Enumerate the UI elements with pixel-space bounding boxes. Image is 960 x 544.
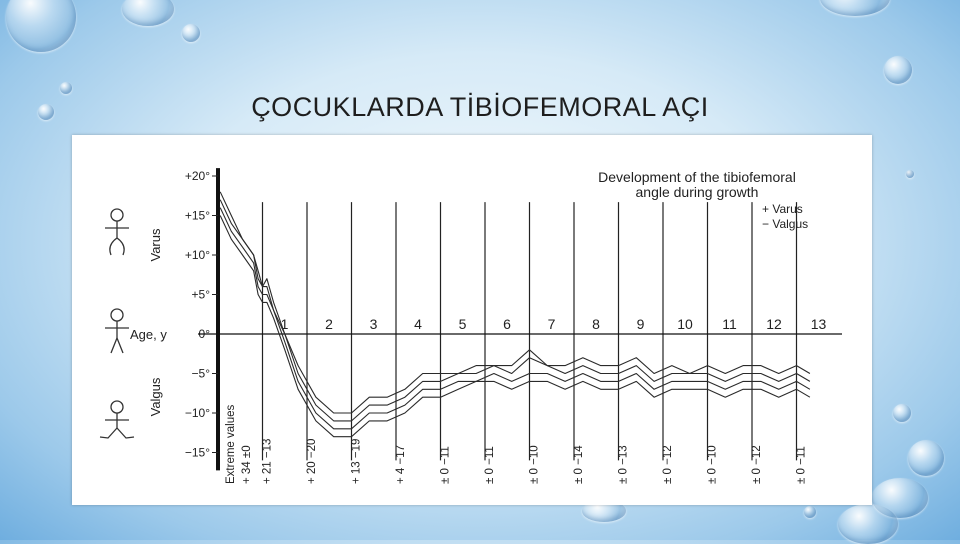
extreme-value-label: ± 0 −10 — [707, 445, 719, 484]
water-drop-decoration — [38, 104, 54, 120]
extreme-value-label: + 21 −13 — [262, 439, 274, 484]
age-label: 8 — [592, 316, 600, 332]
varus-legs-figure-icon — [105, 208, 129, 256]
y-tick-label: −10° — [185, 406, 210, 420]
age-label: 10 — [677, 316, 693, 332]
age-label: 11 — [722, 316, 737, 332]
legend-varus: + Varus — [762, 202, 803, 216]
age-label: 5 — [459, 316, 467, 332]
extreme-value-label: ± 0 −10 — [529, 445, 541, 484]
water-drop-decoration — [182, 24, 200, 42]
chart-title-line: angle during growth — [636, 184, 759, 200]
extreme-value-label: ± 0 −11 — [796, 446, 808, 484]
y-tick-label: +15° — [185, 209, 210, 223]
water-drop-decoration — [820, 0, 890, 16]
extreme-value-label: ± 0 −11 — [440, 446, 452, 484]
age-label: 9 — [637, 316, 645, 332]
water-drop-decoration — [906, 170, 914, 178]
water-drop-decoration — [838, 504, 898, 544]
water-drop-decoration — [60, 82, 72, 94]
age-label: 6 — [503, 316, 511, 332]
extreme-value-label: ± 0 −11 — [484, 446, 496, 484]
age-label: 2 — [325, 316, 333, 332]
water-drop-decoration — [6, 0, 76, 52]
y-tick-label: −15° — [185, 446, 210, 460]
tibiofemoral-angle-chart: +20°+15°+10°+5°0°−5°−10°−15°1 2 3 4 5 6 7 8 9 10 1… — [99, 168, 842, 484]
extreme-value-label: ± 0 −12 — [751, 445, 763, 484]
extreme-value-label: + 34 ±0 — [241, 445, 253, 484]
water-drop-decoration — [122, 0, 174, 26]
varus-axis-label: Varus — [148, 228, 163, 261]
water-drop-decoration — [893, 404, 911, 422]
chart-title-line: Development of the tibiofemoral — [598, 169, 796, 185]
y-tick-label: +5° — [192, 288, 211, 302]
extreme-values-label: Extreme values — [225, 404, 237, 484]
valgus-axis-label: Valgus — [148, 377, 163, 416]
legend-valgus: − Valgus — [762, 217, 808, 231]
water-drop-decoration — [884, 56, 912, 84]
age-label: 3 — [370, 316, 378, 332]
series-line — [219, 199, 811, 414]
age-label: 1 — [281, 316, 289, 332]
extreme-value-label: + 20 −20 — [306, 439, 318, 484]
slide-title: ÇOCUKLARDA TİBİOFEMORAL AÇI — [251, 92, 709, 122]
y-tick-label: +20° — [185, 169, 210, 183]
age-label: 7 — [548, 316, 556, 332]
age-axis-label: Age, y — [130, 327, 167, 342]
chart-figure: +20° +15° +10° +5° 0° −5° −10° −15° 1 2 3 4 5 6 7 8 9 10 1… — [72, 135, 872, 505]
extreme-value-label: ± 0 −13 — [618, 445, 630, 484]
series-line — [219, 191, 811, 422]
water-drop-decoration — [804, 506, 816, 518]
water-drop-decoration — [908, 440, 944, 476]
age-label: 12 — [766, 316, 782, 332]
extreme-value-label: + 4 −17 — [395, 445, 407, 484]
water-drop-decoration — [582, 500, 626, 522]
series-line — [219, 215, 811, 438]
extreme-value-label: ± 0 −14 — [573, 445, 585, 484]
straight-legs-figure-icon — [105, 308, 129, 354]
y-tick-label: +10° — [185, 248, 210, 262]
age-label: 4 — [414, 316, 422, 332]
y-tick-label: −5° — [192, 367, 211, 381]
extreme-value-label: ± 0 −12 — [662, 445, 674, 484]
valgus-legs-figure-icon — [99, 400, 135, 439]
extreme-value-label: + 13 −19 — [351, 439, 363, 484]
age-label: 13 — [811, 316, 827, 332]
